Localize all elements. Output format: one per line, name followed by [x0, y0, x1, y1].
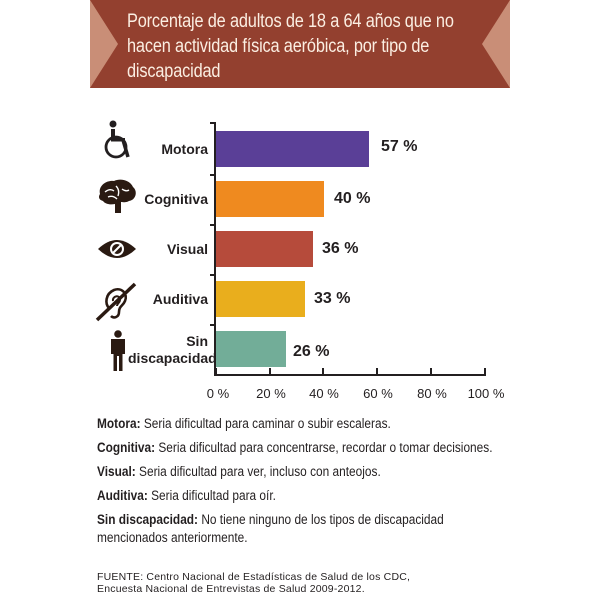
bar-sin-discapacidad	[216, 331, 286, 367]
x-tick	[484, 368, 486, 375]
x-axis	[214, 374, 486, 376]
value-label-sin-discapacidad: 26 %	[293, 343, 330, 360]
value-label-motora: 57 %	[381, 138, 418, 155]
definition-auditiva: Auditiva: Seria dificultad para oír.	[97, 488, 276, 503]
banner-right-notch	[482, 0, 510, 88]
definition-sin-discapacidad: Sin discapacidad: No tiene ninguno de lo…	[97, 512, 444, 545]
y-tick	[210, 274, 215, 276]
x-tick-label: 100 %	[467, 386, 505, 401]
definitions-list: Motora: Seria dificultad para caminar o …	[97, 412, 517, 547]
x-tick-label: 20 %	[256, 386, 286, 401]
x-tick	[269, 368, 271, 375]
y-tick	[210, 224, 215, 226]
chart-title: Porcentaje de adultos de 18 a 64 años qu…	[127, 11, 454, 82]
y-axis	[214, 122, 216, 376]
wheelchair-icon	[104, 120, 130, 159]
x-tick-label: 60 %	[363, 386, 393, 401]
banner-left-notch	[90, 0, 118, 88]
y-tick	[210, 324, 215, 326]
bar-visual	[216, 231, 313, 267]
category-label-auditiva: Auditiva	[152, 291, 208, 307]
value-label-visual: 36 %	[322, 240, 359, 257]
definition-visual: Visual: Seria dificultad para ver, inclu…	[97, 464, 381, 479]
x-tick-label: 80 %	[417, 386, 447, 401]
category-label-cognitiva: Cognitiva	[144, 191, 208, 207]
bar-motora	[216, 131, 369, 167]
x-tick	[376, 368, 378, 375]
value-label-auditiva: 33 %	[314, 290, 351, 307]
person-icon	[111, 330, 125, 371]
bar-auditiva	[216, 281, 305, 317]
x-tick	[215, 368, 217, 375]
value-label-cognitiva: 40 %	[334, 190, 371, 207]
x-tick-label: 0 %	[206, 386, 230, 401]
category-label-motora: Motora	[161, 141, 208, 157]
bar-cognitiva	[216, 181, 324, 217]
definition-cognitiva: Cognitiva: Seria dificultad para concent…	[97, 440, 493, 455]
definition-motora: Motora: Seria dificultad para caminar o …	[97, 416, 391, 431]
title-banner: Porcentaje de adultos de 18 a 64 años qu…	[90, 0, 510, 88]
category-label-visual: Visual	[167, 241, 208, 257]
x-tick-label: 40 %	[309, 386, 339, 401]
ear-crossed-icon	[95, 282, 137, 322]
x-tick	[430, 368, 432, 375]
category-label-sin-discapacidad: Sin discapacidad	[128, 333, 217, 366]
brain-icon	[99, 179, 136, 213]
y-tick	[210, 122, 215, 124]
source-note: FUENTE: Centro Nacional de Estadísticas …	[97, 571, 411, 595]
eye-blocked-icon	[98, 240, 136, 258]
y-tick	[210, 174, 215, 176]
x-tick	[322, 368, 324, 375]
